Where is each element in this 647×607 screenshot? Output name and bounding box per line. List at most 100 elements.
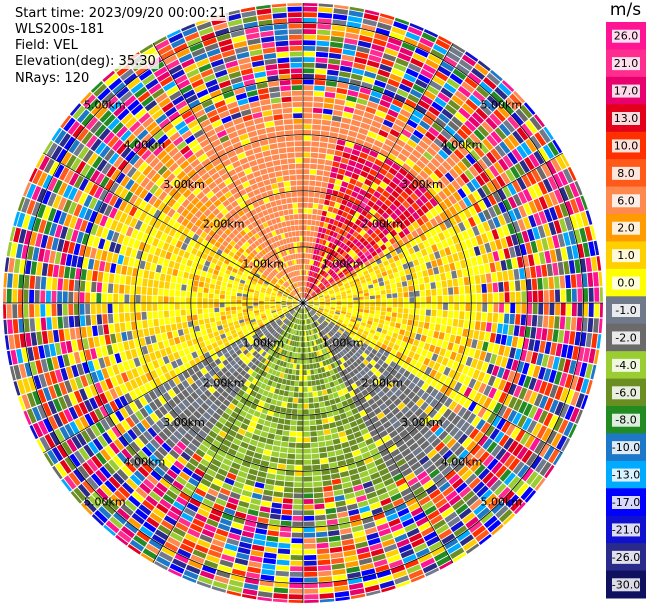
- velocity-cell: [482, 438, 493, 450]
- velocity-cell: [549, 399, 559, 414]
- velocity-cell: [543, 445, 555, 461]
- velocity-cell: [281, 337, 286, 343]
- velocity-cell: [333, 489, 344, 496]
- velocity-cell: [428, 106, 441, 117]
- velocity-cell: [370, 415, 379, 424]
- velocity-cell: [452, 68, 467, 81]
- velocity-cell: [444, 247, 452, 256]
- velocity-cell: [160, 416, 170, 427]
- velocity-cell: [104, 334, 112, 345]
- velocity-cell: [261, 327, 267, 333]
- velocity-cell: [155, 333, 163, 342]
- velocity-cell: [289, 322, 293, 328]
- velocity-cell: [481, 155, 493, 168]
- velocity-cell: [299, 330, 302, 336]
- velocity-cell: [192, 453, 203, 463]
- velocity-cell: [269, 513, 281, 520]
- velocity-cell: [100, 483, 113, 497]
- velocity-cell: [320, 285, 325, 290]
- velocity-cell: [477, 187, 487, 199]
- velocity-cell: [420, 373, 429, 382]
- velocity-cell: [290, 555, 303, 561]
- velocity-cell: [149, 454, 161, 465]
- velocity-cell: [117, 342, 125, 353]
- velocity-cell: [421, 349, 428, 357]
- velocity-cell: [318, 350, 323, 356]
- velocity-cell: [359, 222, 366, 229]
- velocity-cell: [330, 304, 336, 307]
- velocity-cell: [554, 289, 561, 302]
- velocity-cell: [339, 216, 346, 223]
- velocity-cell: [493, 161, 504, 174]
- velocity-cell: [342, 348, 348, 355]
- velocity-cell: [420, 290, 426, 297]
- velocity-cell: [313, 305, 319, 308]
- velocity-cell: [398, 83, 412, 93]
- velocity-cell: [381, 162, 391, 171]
- velocity-cell: [29, 304, 35, 318]
- velocity-cell: [299, 319, 302, 325]
- velocity-cell: [368, 208, 377, 216]
- velocity-cell: [206, 449, 217, 458]
- velocity-cell: [303, 85, 314, 91]
- velocity-cell: [403, 492, 415, 502]
- velocity-cell: [338, 263, 344, 270]
- velocity-cell: [273, 314, 279, 318]
- velocity-cell: [119, 351, 128, 362]
- velocity-cell: [336, 352, 343, 359]
- velocity-cell: [397, 334, 404, 341]
- velocity-cell: [487, 312, 493, 323]
- velocity-cell: [318, 308, 324, 311]
- velocity-cell: [58, 381, 68, 396]
- velocity-cell: [326, 267, 331, 273]
- velocity-cell: [303, 45, 316, 51]
- velocity-cell: [347, 415, 356, 423]
- velocity-cell: [312, 316, 317, 321]
- velocity-cell: [499, 451, 512, 464]
- velocity-cell: [290, 566, 303, 572]
- velocity-cell: [439, 201, 448, 211]
- velocity-cell: [144, 353, 152, 363]
- velocity-cell: [420, 224, 429, 233]
- velocity-cell: [288, 588, 303, 594]
- velocity-cell: [377, 359, 384, 366]
- velocity-cell: [528, 338, 535, 351]
- velocity-cell: [346, 292, 352, 296]
- velocity-cell: [359, 229, 366, 237]
- velocity-cell: [280, 315, 285, 319]
- velocity-cell: [429, 369, 438, 378]
- velocity-cell: [372, 553, 386, 562]
- velocity-cell: [458, 319, 464, 328]
- velocity-cell: [378, 528, 392, 537]
- velocity-cell: [421, 382, 430, 391]
- velocity-cell: [394, 372, 403, 380]
- velocity-cell: [146, 516, 160, 529]
- velocity-cell: [498, 158, 509, 171]
- velocity-cell: [533, 150, 545, 165]
- velocity-cell: [13, 258, 21, 274]
- velocity-cell: [260, 460, 270, 467]
- velocity-cell: [395, 380, 403, 389]
- velocity-cell: [406, 400, 415, 410]
- velocity-cell: [334, 585, 349, 593]
- velocity-cell: [409, 297, 415, 303]
- velocity-cell: [523, 100, 537, 116]
- velocity-cell: [259, 413, 267, 420]
- velocity-cell: [433, 550, 449, 562]
- velocity-cell: [169, 369, 177, 379]
- velocity-cell: [322, 321, 328, 327]
- velocity-cell: [384, 240, 392, 248]
- velocity-cell: [377, 390, 385, 398]
- velocity-cell: [284, 419, 291, 425]
- velocity-cell: [416, 271, 423, 279]
- velocity-cell: [267, 467, 277, 474]
- velocity-cell: [284, 319, 289, 325]
- velocity-cell: [520, 279, 527, 291]
- velocity-cell: [318, 570, 332, 577]
- velocity-cell: [329, 270, 334, 276]
- velocity-cell: [416, 421, 426, 432]
- velocity-cell: [334, 354, 340, 361]
- velocity-cell: [308, 248, 312, 254]
- velocity-cell: [342, 332, 348, 338]
- velocity-cell: [465, 238, 473, 249]
